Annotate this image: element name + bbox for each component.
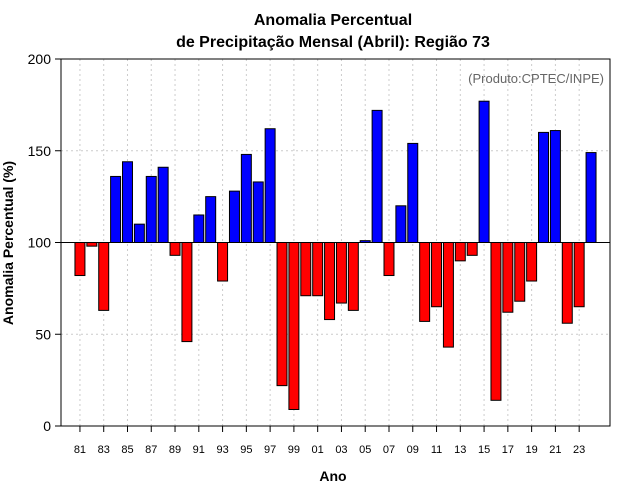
bar-1981	[74, 242, 86, 277]
x-axis-label: Ano	[319, 468, 346, 484]
bar-2012	[442, 242, 454, 348]
bar-1997	[264, 128, 276, 243]
bar-1990	[181, 242, 193, 343]
bar-2007	[383, 242, 395, 277]
bar-2016	[490, 242, 502, 401]
bar-2014	[466, 242, 478, 256]
y-tick-label: 100	[28, 235, 52, 251]
bar-2022	[561, 242, 573, 324]
y-tick-label: 200	[28, 51, 52, 67]
x-axis: 81 83 85 87 89 91 93 95 97 99 01 03 05 07 09 11 13 15 17 19…	[74, 426, 585, 456]
bar-2008	[395, 205, 407, 244]
bar-2000	[300, 242, 312, 297]
bar-1998	[276, 242, 288, 387]
bar-2023	[573, 242, 585, 308]
x-tick-label: 87	[145, 444, 157, 456]
bar-1984	[110, 175, 122, 243]
x-tick-label: 01	[312, 444, 324, 456]
x-tick-label: 83	[98, 444, 110, 456]
x-tick-label: 11	[431, 444, 442, 456]
bar-2004	[347, 242, 359, 311]
x-tick-label: 95	[240, 444, 252, 456]
x-tick-label: 05	[359, 444, 371, 456]
bar-2018	[514, 242, 526, 302]
x-tick-label: 13	[454, 444, 466, 456]
bar-1989	[169, 242, 181, 256]
chart-title-line1: Anomalia Percentual	[254, 12, 412, 29]
x-tick-label: 89	[169, 444, 181, 456]
bar-2010	[419, 242, 431, 322]
bar-1985	[122, 161, 133, 243]
bar-1999	[288, 242, 300, 410]
x-tick-label: 19	[526, 444, 538, 456]
y-tick-label: 50	[35, 326, 51, 342]
x-tick-label: 97	[264, 444, 276, 456]
y-tick-label: 150	[28, 143, 52, 159]
x-tick-label: 99	[288, 444, 300, 456]
x-tick-label: 07	[383, 444, 395, 456]
bar-2020	[538, 131, 550, 243]
bar-1983	[98, 242, 110, 311]
bar-2015	[478, 100, 490, 243]
y-tick-label: 0	[43, 418, 51, 434]
bar-2001	[312, 242, 324, 297]
bar-1991	[193, 214, 205, 243]
bar-2024	[585, 152, 597, 243]
y-axis: 0 50 100 150 200	[28, 51, 61, 434]
y-axis-label: Anomalia Percentual (%)	[0, 161, 16, 325]
x-tick-label: 93	[216, 444, 228, 456]
x-tick-label: 03	[335, 444, 347, 456]
bar-2011	[431, 242, 443, 308]
source-note: (Produto:CPTEC/INPE)	[468, 71, 604, 86]
bar-2006	[371, 109, 383, 243]
x-tick-label: 21	[549, 444, 561, 456]
bar-1992	[205, 196, 217, 244]
bar-1993	[217, 242, 229, 282]
bar-1987	[145, 175, 157, 243]
x-tick-label: 85	[121, 444, 133, 456]
bar-2017	[502, 242, 514, 313]
bar-2003	[335, 242, 347, 304]
bar-2009	[407, 142, 419, 243]
x-tick-label: 23	[573, 444, 585, 456]
bars	[74, 100, 597, 410]
x-tick-label: 15	[478, 444, 490, 456]
bar-2013	[454, 242, 466, 262]
bar-1996	[252, 181, 264, 244]
x-tick-label: 09	[407, 444, 419, 456]
bar-2002	[324, 242, 336, 321]
x-tick-label: 17	[502, 444, 514, 456]
chart-title-line2: de Precipitação Mensal (Abril): Região 7…	[176, 34, 490, 51]
bar-2021	[549, 130, 561, 243]
bar-1982	[86, 242, 98, 247]
bar-1986	[133, 223, 145, 243]
x-tick-label: 81	[74, 444, 86, 456]
bar-1994	[228, 190, 240, 243]
bar-1995	[240, 153, 252, 243]
x-tick-label: 91	[193, 444, 205, 456]
bar-1988	[157, 166, 169, 243]
bar-2019	[526, 242, 538, 282]
